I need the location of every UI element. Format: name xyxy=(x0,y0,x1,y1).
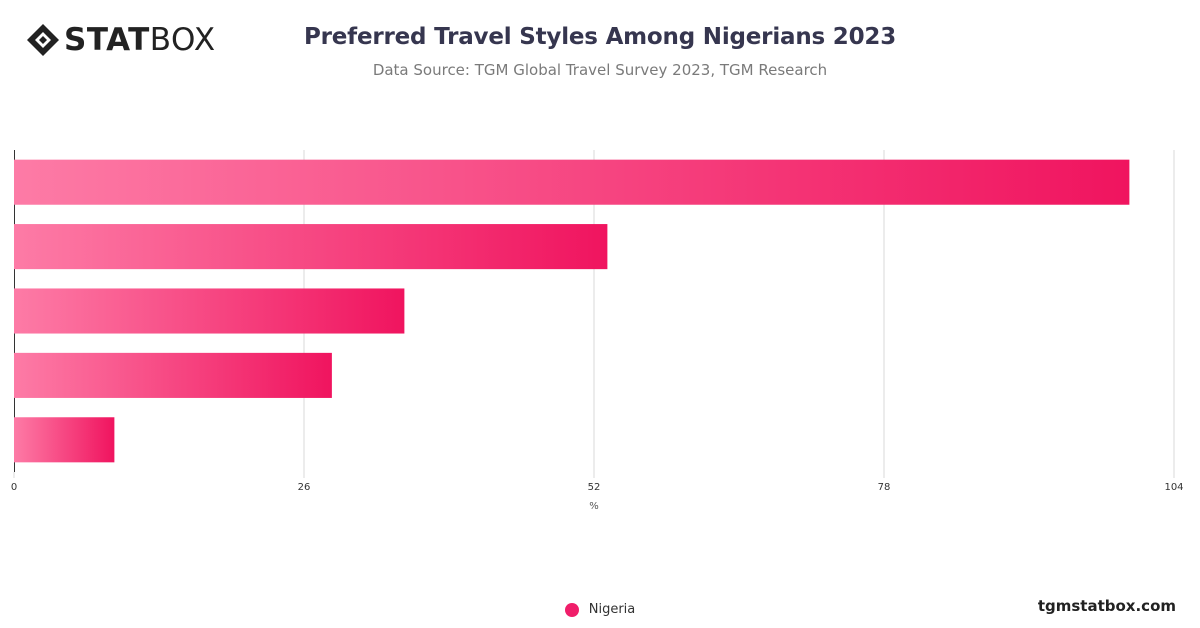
x-tick-label-78: 78 xyxy=(878,482,891,493)
x-axis-label: % xyxy=(589,501,599,512)
watermark: tgmstatbox.com xyxy=(1037,597,1176,615)
statbox-logo: STATBOX xyxy=(26,22,216,58)
bar-4 xyxy=(14,352,332,398)
bar-2 xyxy=(14,224,608,270)
legend[interactable]: Nigeria xyxy=(0,602,1200,617)
legend-label-nigeria: Nigeria xyxy=(588,602,636,617)
chart-subtitle: Data Source: TGM Global Travel Survey 20… xyxy=(372,61,828,79)
x-tick-label-104: 104 xyxy=(1164,482,1183,493)
logo-text-light: BOX xyxy=(149,22,216,58)
logo-text-bold: STAT xyxy=(64,22,150,58)
bar-5 xyxy=(14,417,115,463)
legend-marker-nigeria xyxy=(564,602,579,617)
bar-3 xyxy=(14,288,405,334)
x-tick-label-26: 26 xyxy=(298,482,311,493)
bar-1 xyxy=(14,159,1130,205)
statbox-diamond-icon xyxy=(27,24,59,56)
x-tick-label-52: 52 xyxy=(588,482,601,493)
chart-title: Preferred Travel Styles Among Nigerians … xyxy=(303,24,897,50)
x-tick-label-0: 0 xyxy=(11,482,17,493)
logo-text: STATBOX xyxy=(64,22,216,58)
